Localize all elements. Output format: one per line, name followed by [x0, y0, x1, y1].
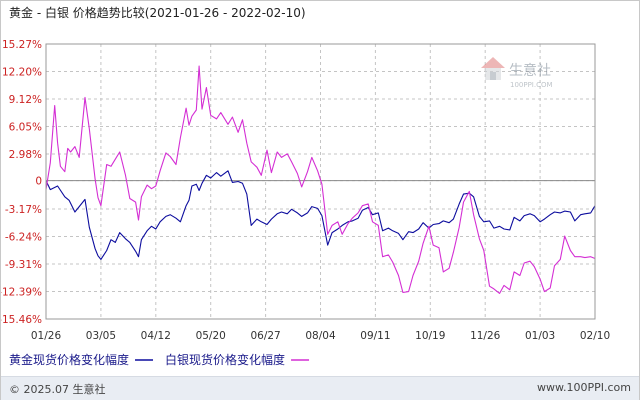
x-tick-label: 01/03	[525, 330, 555, 342]
x-tick-label: 10/19	[415, 330, 445, 342]
y-tick-label: 9.12%	[9, 94, 42, 106]
chart-title: 黄金 - 白银 价格趋势比较(2021-01-26 - 2022-02-10)	[9, 5, 306, 20]
y-tick-label: 15.27%	[2, 39, 42, 51]
y-tick-label: -12.39%	[1, 287, 42, 299]
legend-label: 白银现货价格变化幅度	[165, 352, 285, 367]
footer-site-link[interactable]: www.100PPI.com	[537, 381, 631, 394]
price-trend-chart: 黄金 - 白银 价格趋势比较(2021-01-26 - 2022-02-10) …	[1, 5, 610, 367]
grid	[46, 43, 595, 320]
y-axis-ticks: 15.27% 12.20% 9.12% 6.05% 2.98% 0 -3.17% -6.24%…	[1, 39, 42, 326]
x-tick-label: 11/26	[470, 330, 501, 342]
x-tick-label: 01/26	[31, 330, 62, 342]
x-axis-ticks: 01/26 03/05 04/12 05/20 06/27 08/04 09/11 10/19…	[31, 330, 610, 342]
footer-copyright: © 2025.07 生意社	[9, 383, 106, 396]
y-tick-label: -15.46%	[1, 314, 42, 326]
house-icon	[481, 57, 505, 80]
watermark-brand: 生意社	[509, 62, 551, 79]
y-tick-label: -9.31%	[5, 259, 42, 271]
silver-price-line	[45, 65, 596, 294]
y-tick-label: -3.17%	[5, 204, 42, 216]
legend-label: 黄金现货价格变化幅度	[9, 352, 129, 367]
footer-bar: © 2025.07 生意社 www.100PPI.com	[1, 376, 639, 400]
legend: 黄金现货价格变化幅度 白银现货价格变化幅度	[9, 352, 310, 367]
gold-price-line	[45, 170, 596, 260]
y-tick-label: 6.05%	[9, 122, 42, 134]
y-tick-label: 12.20%	[2, 66, 42, 78]
x-tick-label: 02/10	[580, 330, 610, 342]
x-tick-label: 04/12	[141, 330, 171, 342]
watermark-logo: 生意社 100PPI.COM	[481, 57, 553, 89]
y-tick-label: -6.24%	[5, 231, 42, 243]
plot-area-border	[45, 43, 596, 320]
y-tick-label: 0	[35, 176, 42, 188]
y-tick-label: 2.98%	[9, 149, 42, 161]
watermark-url: 100PPI.COM	[510, 81, 553, 89]
x-tick-label: 06/27	[250, 330, 280, 342]
x-tick-label: 09/11	[360, 330, 390, 342]
x-tick-label: 03/05	[86, 330, 116, 342]
series-lines	[45, 65, 596, 294]
x-tick-label: 05/20	[196, 330, 226, 342]
x-tick-label: 08/04	[305, 330, 336, 342]
